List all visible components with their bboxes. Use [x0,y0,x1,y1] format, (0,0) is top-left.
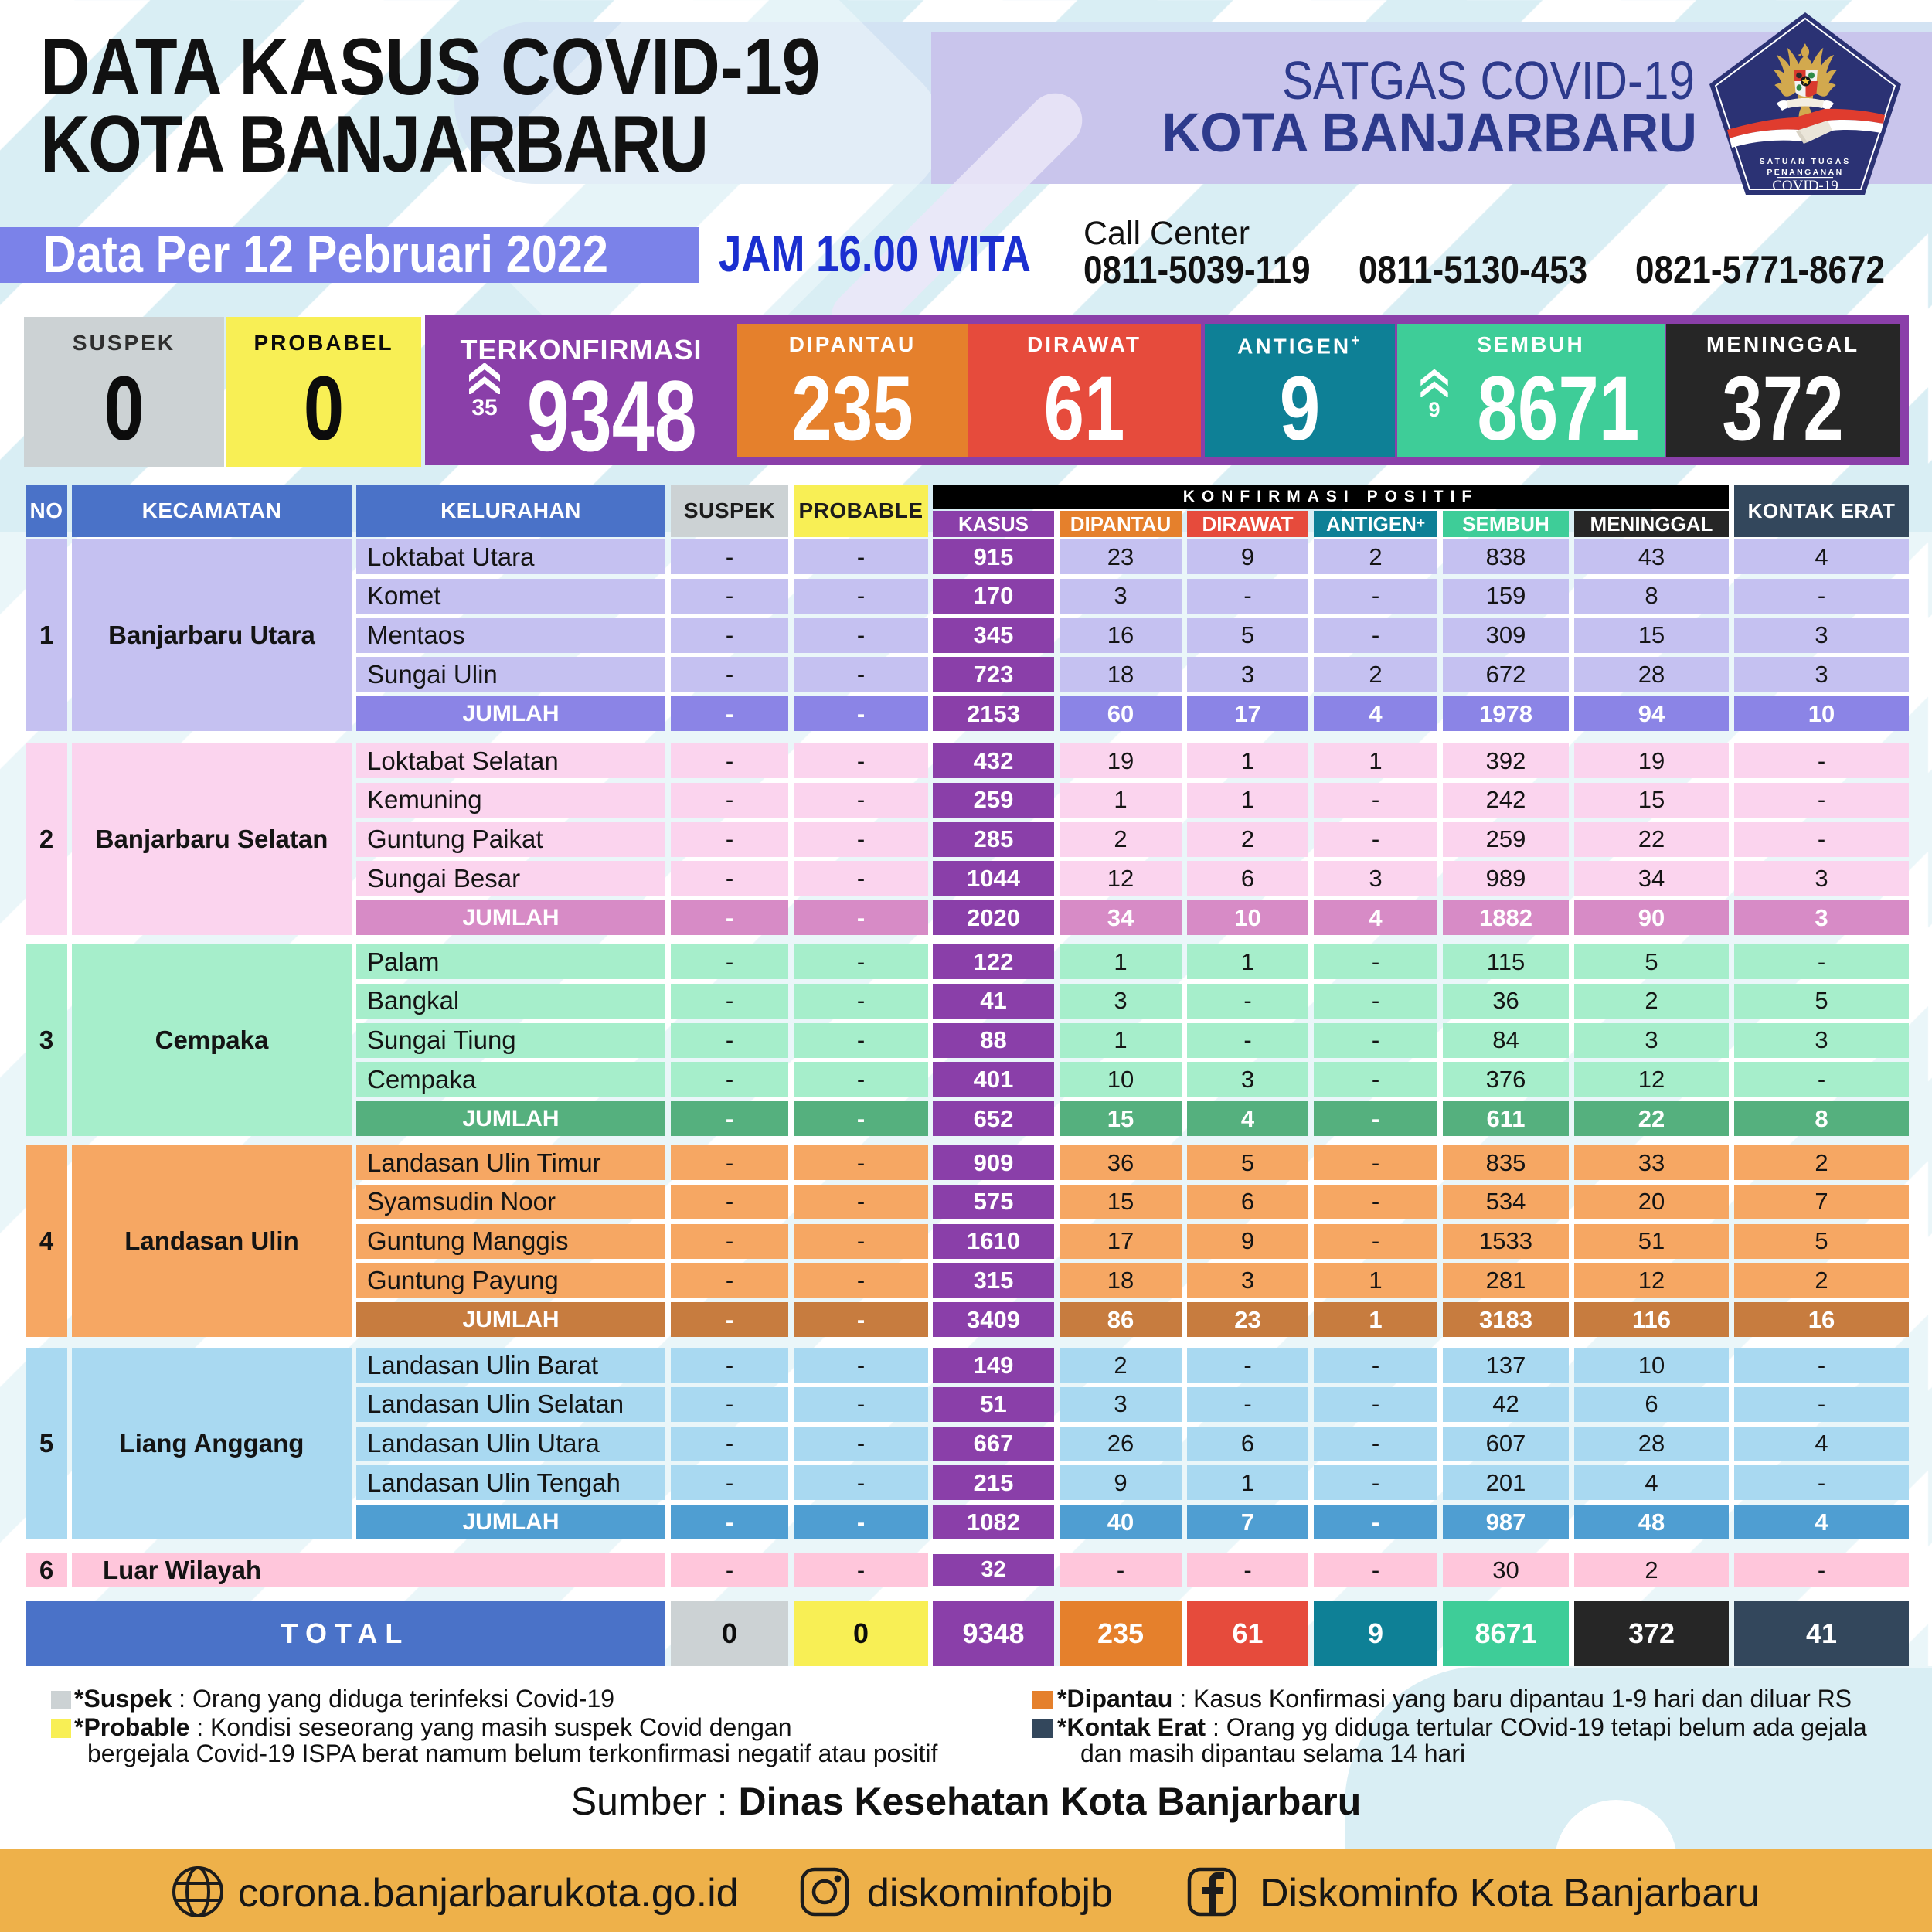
svg-text:SATUAN TUGAS: SATUAN TUGAS [1760,157,1852,166]
svg-text:COVID-19: COVID-19 [1772,178,1838,194]
svg-text:PENANGANAN: PENANGANAN [1767,168,1843,177]
